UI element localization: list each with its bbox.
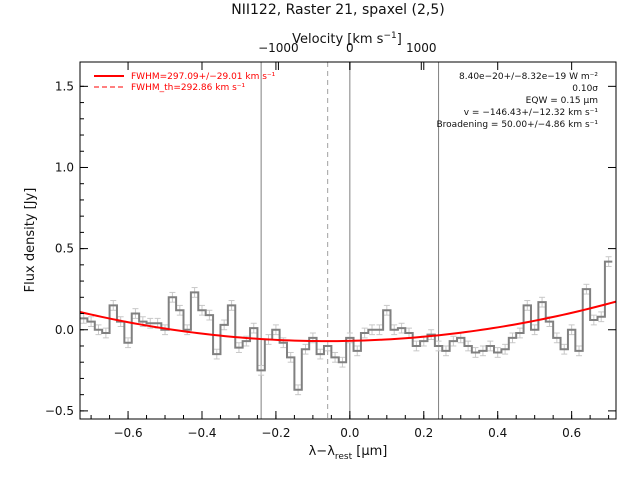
data-step-series (80, 260, 613, 391)
x-tick-label: 0.0 (340, 426, 359, 440)
legend-fwhm-th-label: FWHM_th=292.86 km s⁻¹ (131, 83, 246, 93)
top-tick-label: 0 (346, 41, 354, 55)
annotation-flux: 8.40e−20+/−8.32e−19 W m⁻² (459, 72, 598, 82)
svg-text:λ−λrest [μm]: λ−λrest [μm] (309, 444, 388, 462)
x-tick-label: 0.6 (562, 426, 581, 440)
legend-fit-label: FWHM=297.09+/−29.01 km s⁻¹ (131, 72, 276, 82)
annotation-velocity: v = −146.43+/−12.32 km s⁻¹ (464, 108, 599, 118)
annotation-eqw: EQW = 0.15 μm (526, 96, 598, 106)
legend: FWHM=297.09+/−29.01 km s⁻¹ FWHM_th=292.8… (94, 72, 276, 93)
left-axis-ticks: −0.5 0.0 0.5 1.0 1.5 (45, 79, 616, 418)
y-tick-label: 1.0 (55, 160, 74, 174)
plot-frame (79, 61, 617, 420)
y-tick-label: 0.5 (55, 242, 74, 256)
fit-annotations: 8.40e−20+/−8.32e−19 W m⁻² 0.10σ EQW = 0.… (437, 72, 599, 130)
x-tick-label: 0.4 (488, 426, 507, 440)
top-tick-labels: −1000 0 1000 (258, 41, 436, 55)
y-tick-label: 1.5 (55, 79, 74, 93)
annotation-broadening: Broadening = 50.00+/−4.86 km s⁻¹ (437, 120, 599, 130)
x-tick-label: 0.2 (414, 426, 433, 440)
x-axis-label: λ−λrest [μm] (309, 444, 388, 462)
top-axis-label: Velocity [km s−1] (292, 31, 402, 47)
x-tick-label: −0.4 (187, 426, 216, 440)
y-tick-label: −0.5 (45, 404, 74, 418)
chart-title: NII122, Raster 21, spaxel (2,5) (231, 2, 444, 18)
y-axis-label: Flux density [Jy] (23, 188, 38, 293)
svg-text:Velocity [km s−1]: Velocity [km s−1] (292, 31, 402, 47)
x-tick-label: −0.2 (261, 426, 290, 440)
y-tick-label: 0.0 (55, 323, 74, 337)
fit-curve (79, 300, 617, 343)
top-tick-label: 1000 (406, 41, 437, 55)
x-tick-label: −0.6 (113, 426, 142, 440)
top-axis-ticks (277, 62, 422, 70)
annotation-sigma: 0.10σ (572, 84, 598, 94)
bottom-axis-ticks: −0.6 −0.4 −0.2 0.0 0.2 0.4 0.6 (90, 62, 610, 440)
vertical-markers (260, 62, 440, 419)
top-tick-label: −1000 (258, 41, 299, 55)
